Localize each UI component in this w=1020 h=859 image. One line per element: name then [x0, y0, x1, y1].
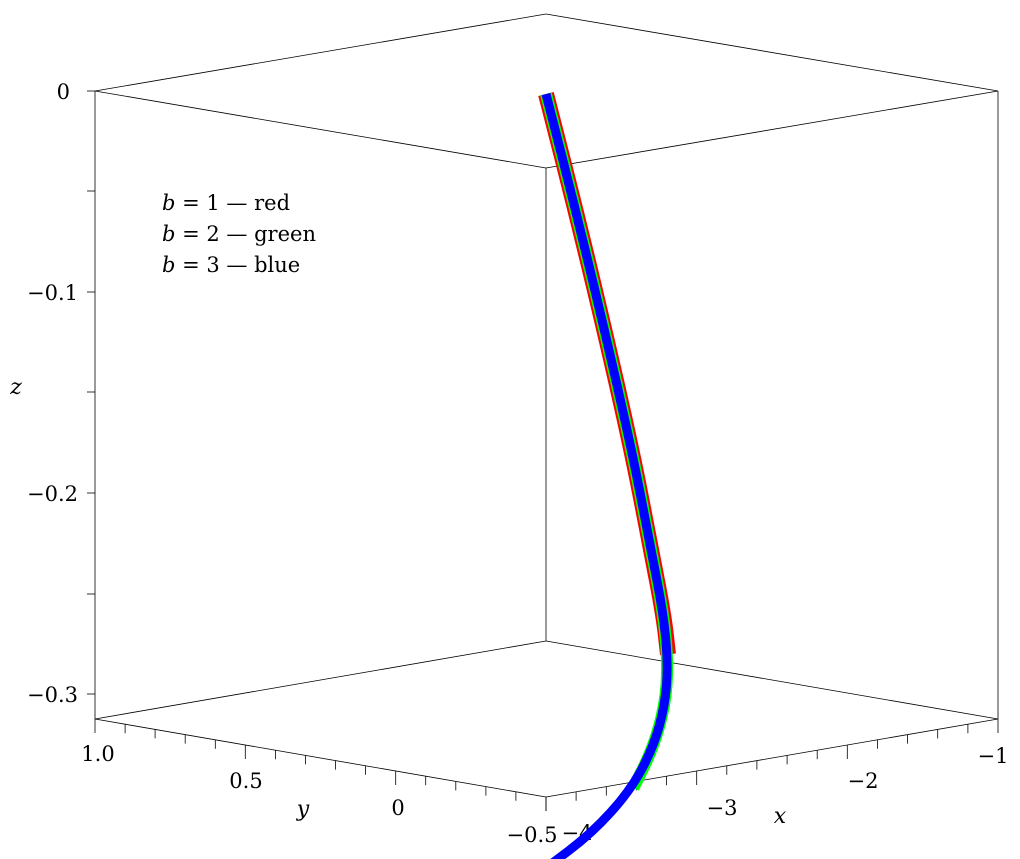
series-line-1: [540, 92, 674, 791]
legend-entry-blue: b = 3 — blue: [162, 253, 300, 277]
box-edge: [545, 640, 999, 720]
box-edge: [94, 718, 547, 798]
series-line-2: [541, 92, 672, 859]
y-axis-label: y: [296, 797, 310, 822]
box-edge: [94, 90, 547, 169]
box-edge: [545, 13, 999, 92]
y-tick-label: 0: [391, 796, 404, 820]
legend-var: b: [162, 191, 175, 215]
x-tick-label: −2: [848, 769, 879, 793]
y-axis-ticks: [94, 719, 547, 811]
axis-box: [94, 13, 999, 798]
x-axis-label: x: [774, 804, 787, 829]
z-axis-label: z: [9, 375, 22, 400]
y-tick-label: 1.0: [81, 742, 114, 766]
y-tick-labels: 1.0 0.5 0 −0.5: [81, 742, 557, 847]
box-edge: [94, 13, 547, 92]
legend-eq: = 3 — blue: [175, 253, 300, 277]
z-tick-label: −0.2: [27, 482, 78, 506]
x-tick-labels: −4 −3 −2 −1: [562, 744, 1009, 845]
x-tick-label: −3: [707, 796, 738, 820]
y-tick-label: −0.5: [507, 823, 558, 847]
legend-entry-red: b = 1 — red: [162, 191, 290, 215]
legend-var: b: [162, 253, 175, 277]
x-tick-label: −1: [978, 744, 1009, 768]
x-axis-ticks: [545, 719, 999, 811]
z-tick-label: −0.1: [27, 281, 78, 305]
legend-entry-green: b = 2 — green: [162, 222, 316, 246]
legend: b = 1 — red b = 2 — green b = 3 — blue: [162, 191, 316, 277]
legend-eq: = 2 — green: [175, 222, 316, 246]
box-edge: [94, 640, 547, 720]
legend-var: b: [162, 222, 175, 246]
box-edge: [545, 90, 999, 169]
z-tick-label: 0: [57, 80, 70, 104]
z-tick-label: −0.3: [27, 683, 78, 707]
z-tick-labels: 0 −0.1 −0.2 −0.3: [27, 80, 78, 707]
z-axis-ticks: [87, 90, 95, 695]
box-edge: [545, 718, 999, 798]
curve-group: [538, 92, 676, 859]
legend-eq: = 1 — red: [175, 191, 290, 215]
y-tick-label: 0.5: [229, 769, 262, 793]
